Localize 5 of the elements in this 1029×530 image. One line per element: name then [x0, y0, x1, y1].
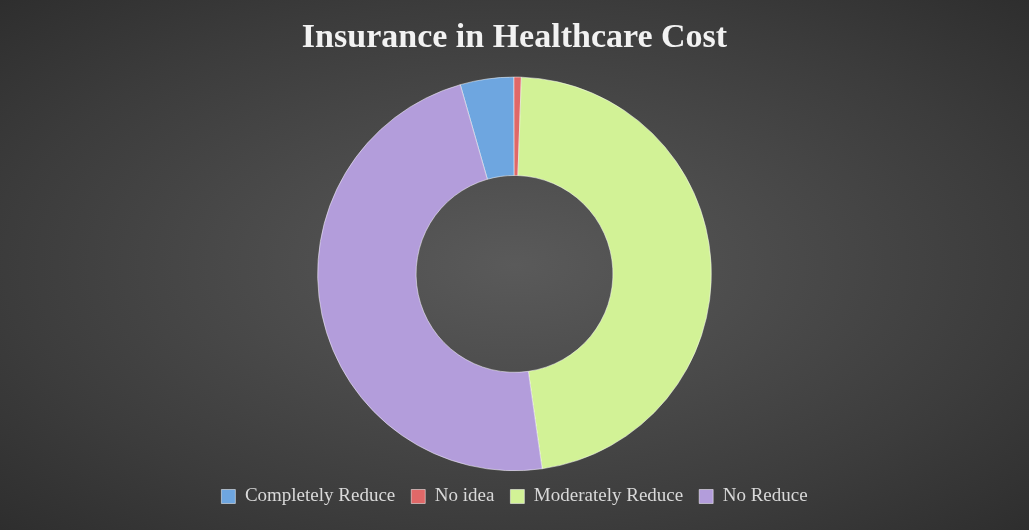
legend-label: Completely Reduce	[244, 484, 396, 506]
legend-label: No Reduce	[722, 484, 808, 506]
legend-label: Moderately Reduce	[533, 484, 684, 506]
legend-label: No idea	[434, 484, 495, 506]
chart-title: Insurance in Healthcare Cost	[301, 17, 728, 55]
